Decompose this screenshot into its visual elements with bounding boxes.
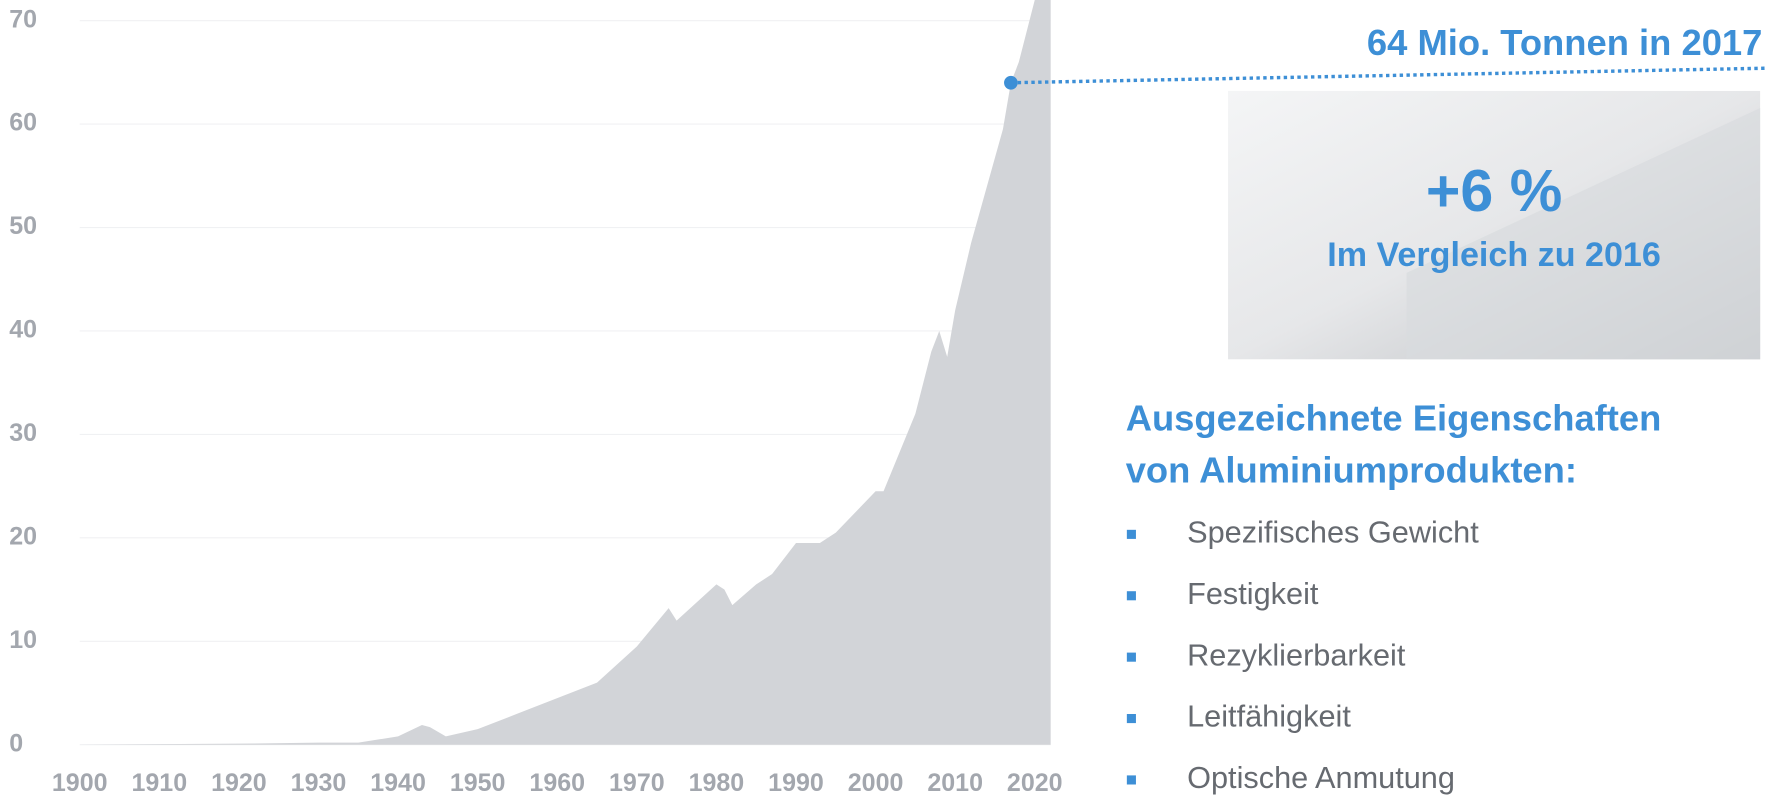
property-item: Optische Anmutung [1187, 760, 1455, 795]
y-tick-label: 20 [9, 522, 37, 550]
callout-dot [1004, 76, 1018, 90]
y-tick-label: 0 [9, 729, 23, 757]
page: {"chart_data": {"type": "area", "color":… [0, 0, 1783, 797]
y-tick-label: 10 [9, 626, 37, 654]
x-tick-label: 1900 [52, 769, 108, 797]
panel-subtitle: Im Vergleich zu 2016 [1327, 236, 1661, 274]
y-tick-label: 30 [9, 419, 37, 447]
bullet [1127, 591, 1136, 600]
property-item: Festigkeit [1187, 576, 1319, 611]
x-tick-label: 1990 [768, 769, 824, 797]
panel-change: +6 % [1426, 157, 1562, 224]
x-tick-label: 1960 [529, 769, 585, 797]
x-tick-label: 2020 [1007, 769, 1063, 797]
bullet [1127, 714, 1136, 723]
y-tick-label: 70 [9, 5, 37, 33]
callout-line [1011, 68, 1766, 83]
bullet [1127, 530, 1136, 539]
x-tick-label: 1920 [211, 769, 267, 797]
chart: +6 % Im Vergleich zu 2016 Ausgezeichnete… [0, 0, 1783, 797]
properties-title: von Aluminiumprodukten: [1126, 450, 1577, 491]
x-tick-label: 1940 [370, 769, 426, 797]
y-tick-label: 60 [9, 109, 37, 137]
property-item: Leitfähigkeit [1187, 699, 1351, 734]
properties-title: Ausgezeichnete Eigenschaften [1126, 397, 1662, 438]
bullet [1127, 653, 1136, 662]
x-tick-label: 1970 [609, 769, 665, 797]
x-tick-label: 1950 [450, 769, 506, 797]
area [80, 0, 1051, 745]
property-item: Spezifisches Gewicht [1187, 514, 1479, 549]
x-tick-label: 2000 [848, 769, 904, 797]
properties-list: Spezifisches Gewicht Festigkeit Rezyklierb… [1127, 514, 1479, 795]
callout-label: 64 Mio. Tonnen in 2017 [1367, 22, 1763, 63]
x-tick-label: 1910 [131, 769, 187, 797]
bullet [1127, 775, 1136, 784]
x-tick-label: 1930 [291, 769, 347, 797]
y-tick-label: 50 [9, 212, 37, 240]
y-tick-label: 40 [9, 316, 37, 344]
x-tick-label: 2010 [927, 769, 983, 797]
property-item: Rezyklierbarkeit [1187, 637, 1406, 672]
x-tick-label: 1980 [689, 769, 745, 797]
